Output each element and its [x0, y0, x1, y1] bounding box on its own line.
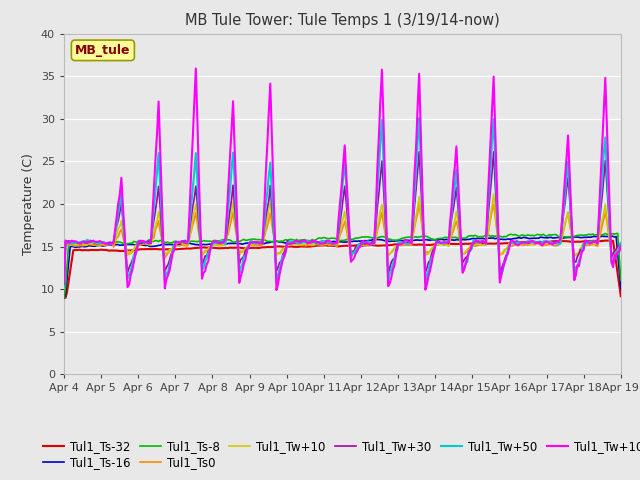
Y-axis label: Temperature (C): Temperature (C) [22, 153, 35, 255]
Title: MB Tule Tower: Tule Temps 1 (3/19/14-now): MB Tule Tower: Tule Temps 1 (3/19/14-now… [185, 13, 500, 28]
Text: MB_tule: MB_tule [75, 44, 131, 57]
Legend: Tul1_Ts-32, Tul1_Ts-16, Tul1_Ts-8, Tul1_Ts0, Tul1_Tw+10, Tul1_Tw+30, Tul1_Tw+50,: Tul1_Ts-32, Tul1_Ts-16, Tul1_Ts-8, Tul1_… [38, 435, 640, 474]
